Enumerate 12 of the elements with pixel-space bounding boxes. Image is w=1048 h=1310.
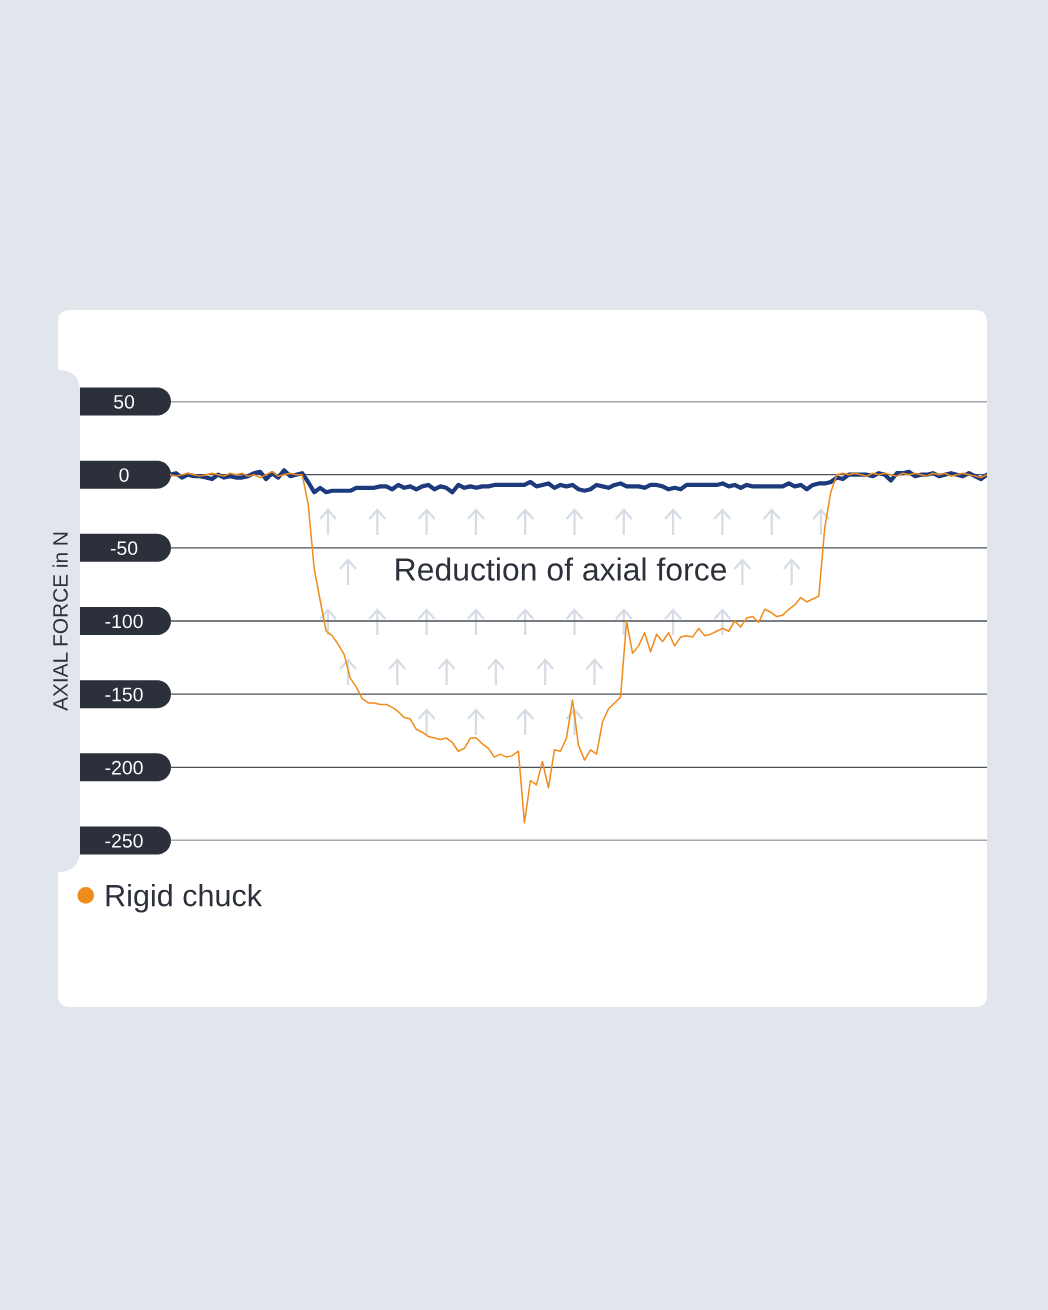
y-tick-label: 50 [113, 394, 135, 409]
legend-label: Rigid chuck [106, 884, 263, 913]
y-tick-label: -100 [105, 614, 143, 629]
y-tick-label: -200 [105, 760, 143, 775]
annotation: Reduction of axial force [396, 557, 727, 581]
y-tick-label: -250 [105, 833, 143, 848]
line-series [170, 468, 987, 495]
y-axis-title: AXIAL FORCE in N [52, 532, 68, 711]
line-series [170, 470, 987, 824]
y-tick-label: 0 [119, 468, 129, 482]
y-tick-label: -150 [105, 687, 143, 702]
y-tick-label: -50 [110, 541, 138, 556]
